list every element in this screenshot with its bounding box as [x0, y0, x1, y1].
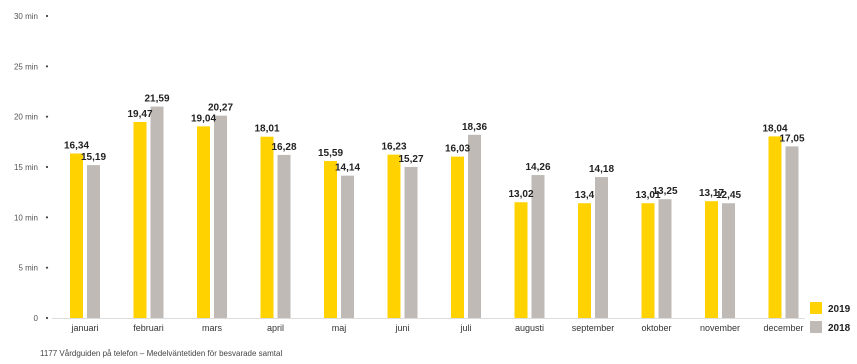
bar-2019-juni — [387, 154, 401, 318]
x-tick-label-maj: maj — [332, 323, 347, 333]
x-tick-label-februari: februari — [133, 323, 164, 333]
x-tick-label-september: september — [572, 323, 615, 333]
y-tick-label: 5 min — [18, 264, 38, 273]
bar-2019-januari — [70, 153, 83, 318]
data-label-2018-april: 16,28 — [271, 142, 296, 153]
bar-2019-november — [705, 201, 718, 318]
y-tick-mark — [45, 165, 49, 169]
x-tick-label-november: november — [700, 323, 740, 333]
legend-label-2019: 2019 — [828, 304, 851, 315]
legend-swatch-2018 — [810, 321, 822, 333]
y-tick-mark — [45, 216, 49, 219]
legend-label-2018: 2018 — [828, 323, 851, 334]
bar-2019-februari — [133, 122, 147, 318]
bars — [70, 106, 799, 319]
x-tick-label-juli: juli — [459, 323, 471, 333]
x-tick-label-december: december — [763, 323, 803, 333]
x-tick-label-april: april — [267, 323, 284, 333]
x-tick-label-oktober: oktober — [641, 323, 671, 333]
data-label-2019-april: 18,01 — [254, 124, 279, 135]
data-label-2018-november: 12,45 — [716, 190, 741, 201]
bar-2018-augusti — [531, 175, 545, 318]
x-tick-label-augusti: augusti — [515, 323, 544, 333]
bar-2018-december — [785, 146, 799, 318]
data-label-2019-november: 13,17 — [699, 188, 724, 199]
bar-2018-januari — [87, 165, 100, 318]
bar-2019-oktober — [641, 203, 655, 318]
data-label-2018-augusti: 14,26 — [525, 162, 550, 173]
data-label-2019-juli: 16,03 — [445, 144, 470, 155]
bar-2019-juli — [451, 156, 464, 318]
data-label-2019-mars: 19,04 — [191, 113, 216, 124]
bar-2018-september — [595, 177, 608, 318]
y-tick-mark — [45, 14, 49, 18]
data-label-2018-mars: 20,27 — [208, 103, 233, 114]
bar-2019-april — [260, 136, 274, 318]
data-label-2019-augusti: 13,02 — [508, 189, 533, 200]
y-axis: 0 5 min 10 min 15 min 20 min 25 min 30 min — [14, 12, 49, 323]
bar-2018-november — [722, 203, 735, 318]
y-tick-mark — [45, 316, 49, 320]
data-label-2019-oktober: 13,01 — [635, 190, 660, 201]
data-label-2019-februari: 19,47 — [127, 109, 152, 120]
bar-2019-mars — [197, 126, 210, 319]
chart-caption: 1177 Vårdguiden på telefon – Medelväntet… — [40, 349, 283, 358]
bar-2018-maj — [341, 175, 354, 318]
y-tick-label: 25 min — [14, 62, 38, 71]
bar-2018-februari — [150, 106, 164, 318]
bar-2018-juli — [468, 134, 481, 318]
data-label-2019-december: 18,04 — [762, 123, 787, 134]
data-label-2018-maj: 14,14 — [335, 163, 360, 174]
bar-2019-december — [768, 136, 782, 318]
data-label-2018-december: 17,05 — [779, 133, 804, 144]
y-tick-label: 20 min — [14, 113, 38, 122]
data-label-2018-juli: 18,36 — [462, 122, 487, 133]
y-tick-label: 0 — [34, 314, 39, 323]
data-label-2019-juni: 16,23 — [381, 142, 406, 153]
bar-2019-september — [578, 203, 591, 318]
data-label-2018-januari: 15,19 — [81, 152, 106, 163]
data-label-2019-september: 13,4 — [575, 190, 595, 201]
y-tick-label: 10 min — [14, 213, 38, 222]
data-label-2019-maj: 15,59 — [318, 148, 343, 159]
y-tick-mark — [45, 266, 49, 269]
y-tick-label: 15 min — [14, 163, 38, 172]
data-label-2018-september: 14,18 — [589, 164, 614, 175]
x-tick-label-januari: januari — [70, 323, 98, 333]
legend: 2019 2018 — [810, 302, 851, 334]
bar-2018-april — [277, 154, 291, 318]
y-tick-mark — [45, 65, 49, 68]
bar-2018-juni — [404, 167, 418, 318]
bar-2019-maj — [324, 161, 337, 318]
bar-2019-augusti — [514, 202, 528, 318]
bar-2018-oktober — [658, 199, 672, 318]
data-label-2019-januari: 16,34 — [64, 141, 89, 152]
data-label-2018-februari: 21,59 — [144, 94, 169, 105]
data-label-2018-oktober: 13,25 — [652, 186, 677, 197]
bar-2018-mars — [214, 115, 227, 318]
y-tick-mark — [45, 115, 49, 118]
x-axis: januari februari mars april maj juni juli augus… — [52, 318, 805, 333]
legend-swatch-2019 — [810, 302, 822, 314]
x-tick-label-juni: juni — [394, 323, 409, 333]
y-tick-label: 30 min — [14, 12, 38, 21]
x-tick-label-mars: mars — [202, 323, 222, 333]
data-label-2018-juni: 15,27 — [398, 154, 423, 165]
